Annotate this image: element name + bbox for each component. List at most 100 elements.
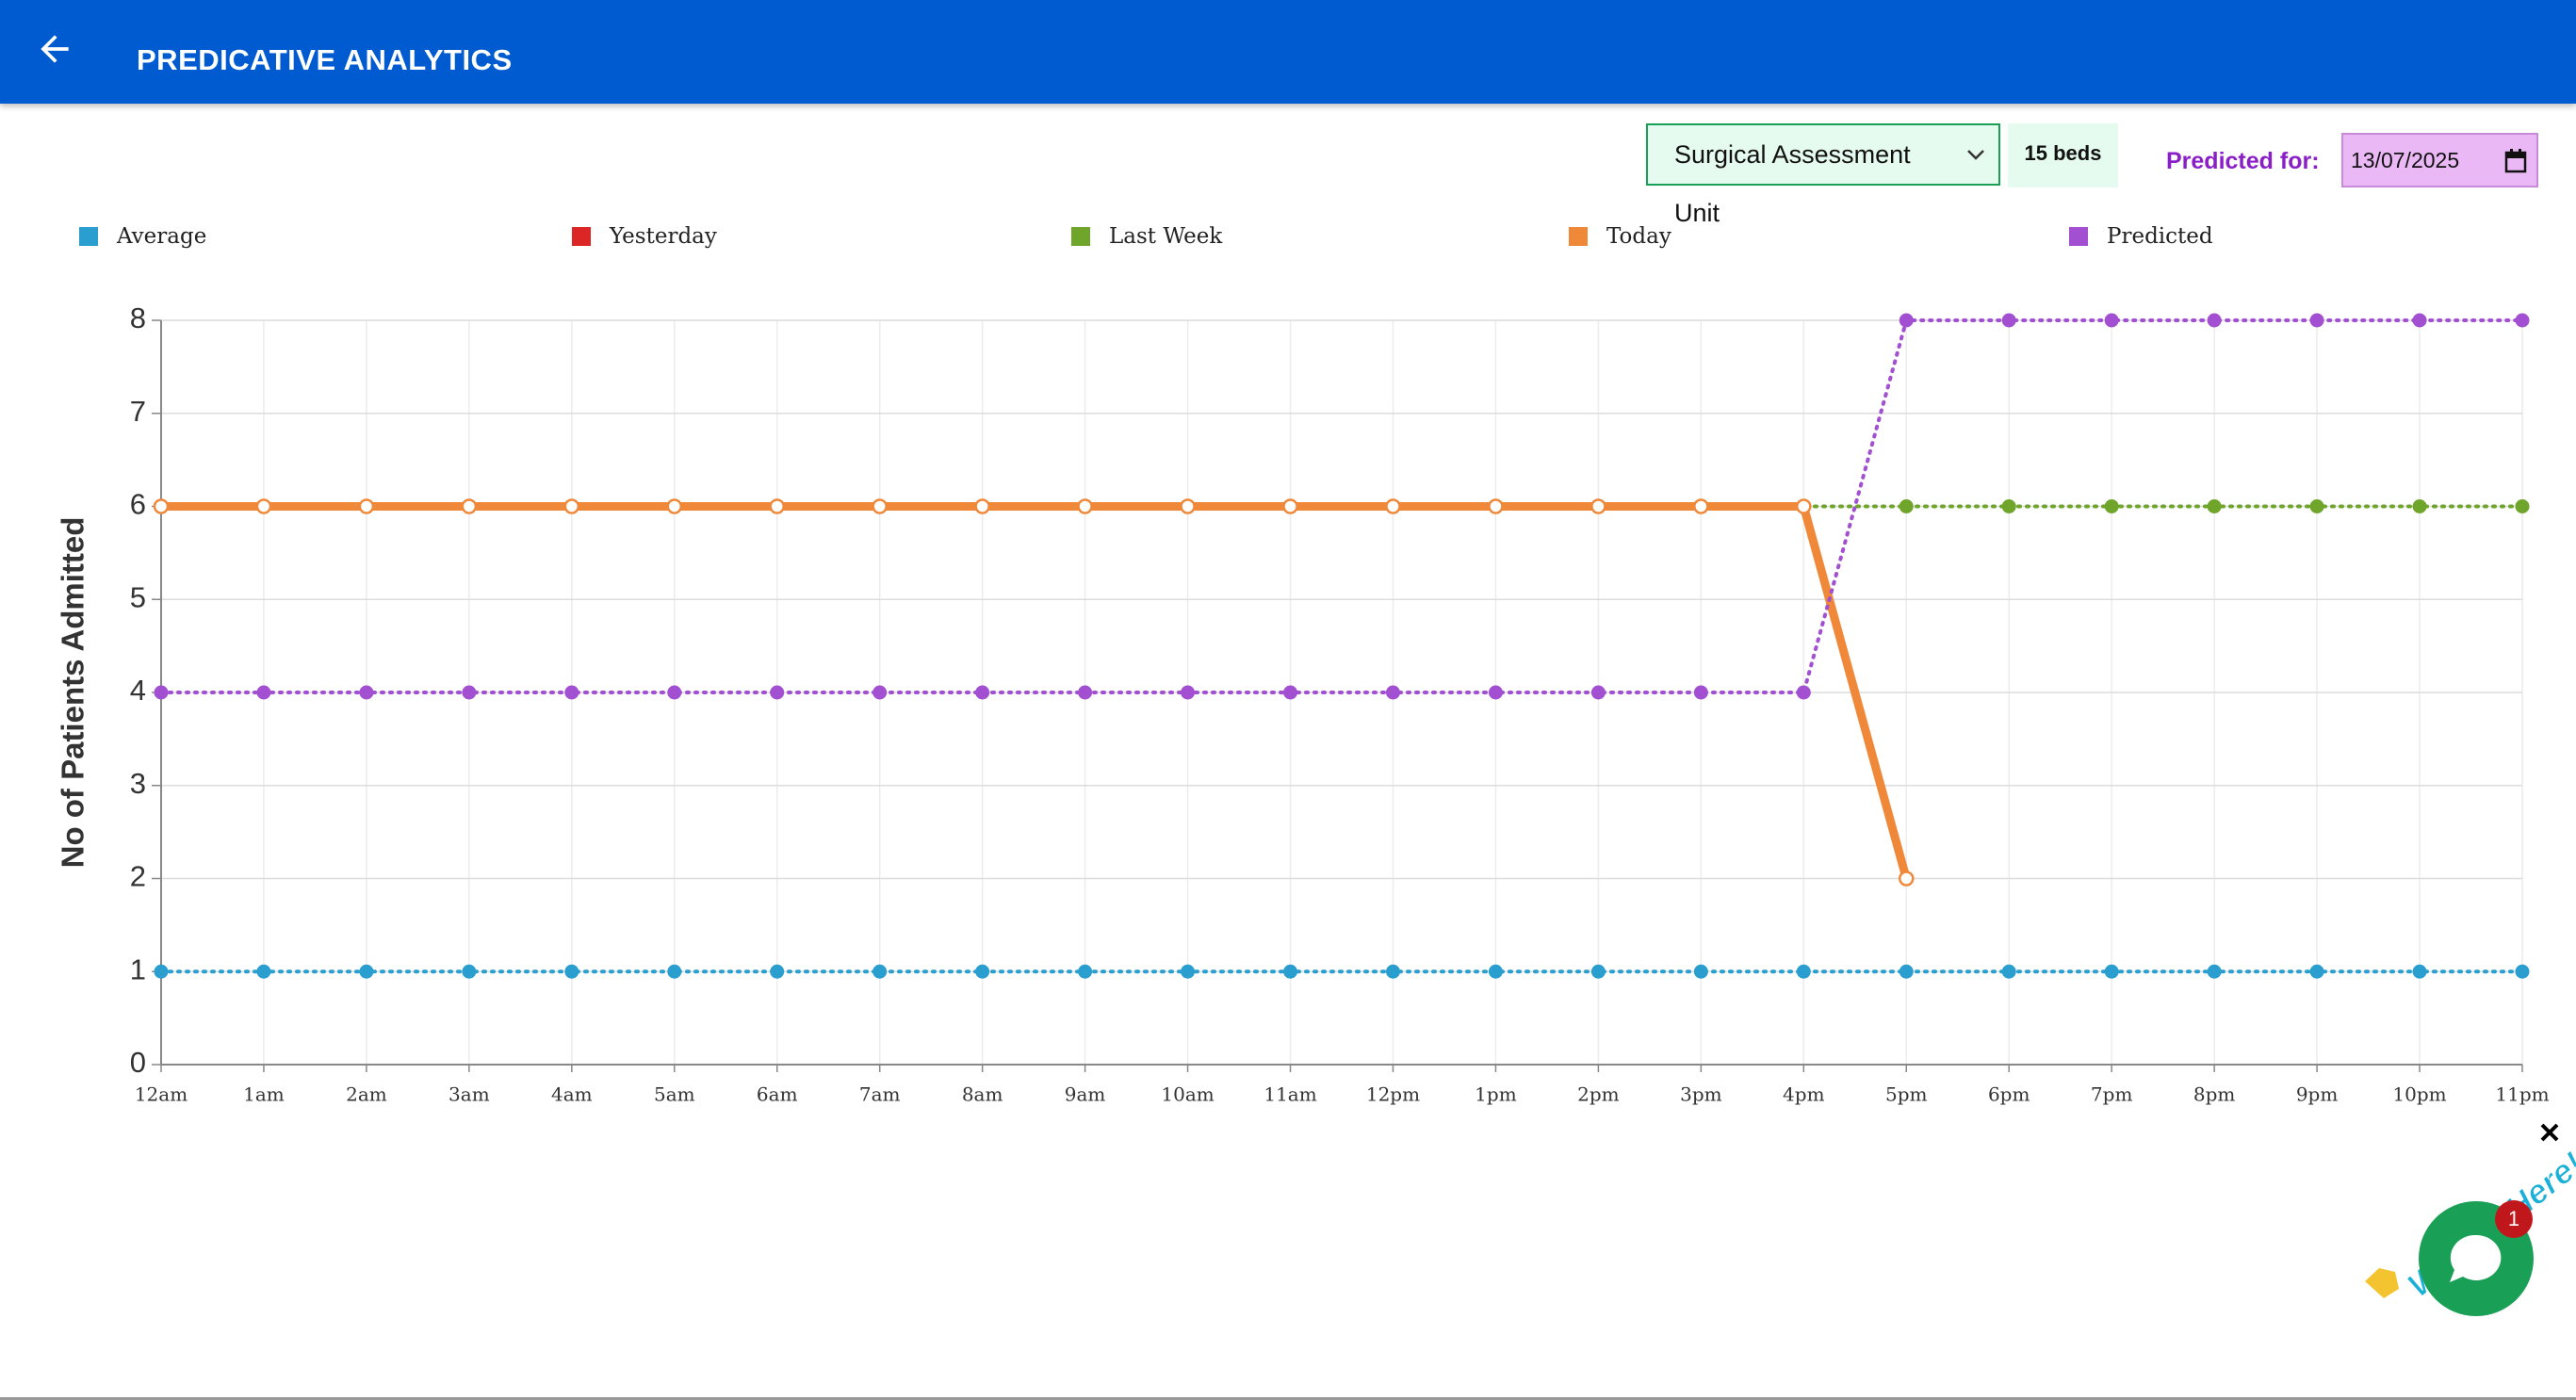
x-tick-label: 7am: [859, 1083, 901, 1106]
page-title: PREDICATIVE ANALYTICS: [137, 43, 513, 76]
data-point: [1385, 498, 1401, 514]
x-tick-label: 11am: [1264, 1083, 1316, 1106]
data-point: [256, 685, 271, 700]
data-point: [1590, 964, 1606, 979]
x-tick-label: 8am: [962, 1083, 1003, 1106]
data-point: [1899, 964, 1914, 979]
unit-select[interactable]: Surgical Assessment Unit: [1646, 123, 2000, 227]
x-tick-label: 7pm: [2091, 1083, 2133, 1106]
y-tick-label: 0: [130, 1046, 146, 1079]
data-point: [667, 685, 682, 700]
data-point: [1899, 499, 1914, 513]
data-point: [2207, 313, 2222, 328]
data-point: [1796, 685, 1811, 700]
wave-icon: [2365, 1268, 2399, 1298]
data-point: [1181, 685, 1196, 700]
x-tick-label: 5am: [654, 1083, 695, 1106]
chat-widget[interactable]: We Are Here! 1: [2337, 1112, 2576, 1328]
data-point: [2412, 964, 2427, 979]
x-tick-label: 6pm: [1988, 1083, 2030, 1106]
series-line: [159, 318, 2524, 694]
y-tick-label: 7: [130, 395, 146, 428]
chat-badge: [2495, 1200, 2533, 1238]
y-tick-label: 2: [130, 860, 146, 893]
data-point: [255, 498, 272, 514]
x-tick-label: 1pm: [1475, 1083, 1517, 1106]
x-tick-label: 8pm: [2193, 1083, 2236, 1106]
legend-swatch: [572, 227, 591, 246]
data-point: [1488, 498, 1504, 514]
series-line: [156, 502, 1911, 883]
data-point: [1899, 313, 1914, 328]
data-point: [1078, 685, 1093, 700]
data-point: [1385, 964, 1400, 979]
data-point: [1590, 685, 1606, 700]
y-tick-label: 6: [130, 488, 146, 521]
data-point: [256, 964, 271, 979]
data-point: [2309, 964, 2324, 979]
data-point: [1796, 498, 1812, 514]
data-point: [1796, 964, 1811, 979]
x-tick-label: 4pm: [1783, 1083, 1825, 1106]
data-point: [2515, 964, 2530, 979]
x-tick-label: 4am: [551, 1083, 593, 1106]
legend-label: Today: [1606, 224, 1671, 249]
y-tick-label: 4: [130, 674, 146, 707]
data-point: [1693, 685, 1708, 700]
data-point: [1385, 685, 1400, 700]
x-tick-label: 1am: [243, 1083, 285, 1106]
header: PREDICATIVE ANALYTICS: [0, 0, 2576, 104]
x-tick-label: 12am: [135, 1083, 187, 1106]
unit-select-value: Surgical Assessment Unit: [1674, 140, 1911, 227]
data-point: [2515, 313, 2530, 328]
y-tick-label: 3: [130, 767, 146, 800]
data-point: [770, 685, 785, 700]
data-point: [1077, 498, 1093, 514]
x-tick-label: 3pm: [1680, 1083, 1722, 1106]
x-tick-label: 5pm: [1885, 1083, 1928, 1106]
data-point: [154, 685, 169, 700]
data-point: [359, 964, 374, 979]
data-point: [2412, 499, 2427, 513]
data-point: [1488, 964, 1503, 979]
legend-swatch: [1071, 227, 1090, 246]
x-tick-label: 9pm: [2296, 1083, 2339, 1106]
x-tick-label: 2pm: [1577, 1083, 1620, 1106]
data-point: [1078, 964, 1093, 979]
x-tick-label: 10pm: [2392, 1083, 2446, 1106]
data-point: [462, 685, 477, 700]
data-point: [872, 964, 888, 979]
x-tick-label: 6am: [757, 1083, 798, 1106]
data-point: [2207, 964, 2222, 979]
data-point: [2104, 313, 2119, 328]
data-point: [461, 498, 478, 514]
data-point: [2104, 499, 2119, 513]
beds-badge: 15 beds: [2008, 123, 2118, 187]
data-point: [564, 964, 579, 979]
data-point: [872, 498, 888, 514]
data-point: [2001, 499, 2016, 513]
data-point: [1693, 964, 1708, 979]
back-button[interactable]: [34, 28, 75, 70]
data-point: [462, 964, 477, 979]
data-point: [1282, 498, 1298, 514]
data-point: [872, 685, 888, 700]
y-tick-label: 1: [130, 952, 146, 985]
y-tick-label: 8: [130, 301, 146, 334]
legend-swatch: [2069, 227, 2088, 246]
data-point: [975, 685, 990, 700]
data-point: [770, 964, 785, 979]
data-point: [2207, 499, 2222, 513]
date-input[interactable]: 13/07/2025: [2341, 133, 2538, 187]
data-point: [1283, 685, 1298, 700]
legend-label: Average: [116, 224, 206, 249]
data-point: [358, 498, 375, 514]
data-point: [769, 498, 785, 514]
data-point: [1180, 498, 1196, 514]
chat-close[interactable]: [2540, 1123, 2559, 1142]
chat-badge-count: 1: [2508, 1207, 2519, 1230]
chat-bubble-icon: [2450, 1234, 2502, 1282]
data-point: [666, 498, 683, 514]
